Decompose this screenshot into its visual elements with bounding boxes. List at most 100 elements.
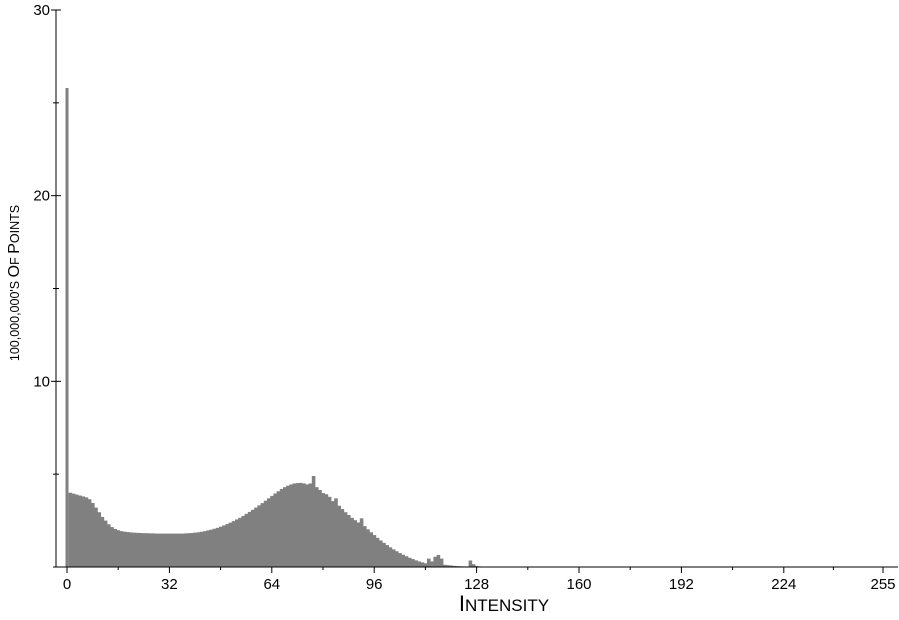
histogram-bar: [117, 530, 121, 567]
histogram-bar: [251, 510, 255, 567]
histogram-bar: [171, 534, 175, 567]
histogram-bar: [110, 527, 114, 567]
histogram-bar: [219, 527, 223, 567]
histogram-bar: [357, 522, 361, 567]
histogram-bar: [325, 494, 329, 567]
histogram-bar: [293, 483, 297, 567]
histogram-bar: [184, 533, 188, 567]
histogram-bar: [225, 524, 229, 567]
histogram-bar: [408, 558, 412, 567]
histogram-bar: [401, 555, 405, 567]
x-tick-label: 160: [566, 576, 591, 593]
histogram-bar: [315, 487, 319, 567]
x-tick-label: 32: [161, 576, 178, 593]
histogram-bar: [437, 555, 441, 567]
histogram-bar: [107, 524, 111, 567]
histogram-bar: [69, 493, 73, 567]
histogram-bar: [94, 508, 98, 567]
histogram-bar: [155, 534, 159, 567]
axis-ticks: 10 20 30 0 32 64 96 128 160 192 224 255: [33, 2, 895, 593]
histogram-bar: [299, 483, 303, 567]
histogram-bar: [334, 498, 338, 567]
histogram-bar: [88, 499, 92, 567]
histogram-bar: [174, 534, 178, 567]
histogram-bar: [283, 487, 287, 567]
histogram-bar: [248, 512, 252, 567]
histogram-bar: [129, 532, 133, 567]
histogram-bar: [417, 561, 421, 567]
x-tick-label: 64: [263, 576, 280, 593]
histogram-bar: [152, 533, 156, 567]
histogram-bar: [312, 476, 316, 567]
x-tick-label: 192: [669, 576, 694, 593]
histogram-bar: [149, 533, 153, 567]
histogram-bar: [161, 534, 165, 567]
histogram-bar: [123, 532, 127, 567]
y-tick-label: 10: [33, 373, 50, 390]
histogram-bar: [81, 496, 85, 567]
histogram-bar: [245, 514, 249, 567]
histogram-bar: [385, 545, 389, 567]
histogram-bar: [158, 534, 162, 567]
histogram-bar: [469, 561, 473, 568]
histogram-bars: [66, 88, 575, 567]
histogram-bar: [305, 484, 309, 567]
histogram-bar: [267, 498, 271, 567]
histogram-bar: [427, 559, 431, 567]
histogram-bar: [286, 486, 290, 567]
histogram-bar: [376, 538, 380, 567]
histogram-bar: [273, 493, 277, 567]
histogram-bar: [405, 556, 409, 567]
histogram-bar: [229, 523, 233, 567]
x-tick-label: 96: [366, 576, 383, 593]
histogram-bar: [206, 530, 210, 567]
histogram-bar: [241, 516, 245, 567]
axes: [56, 10, 898, 567]
histogram-bar: [318, 490, 322, 567]
histogram-bar: [430, 561, 434, 567]
histogram-bar: [213, 529, 217, 567]
histogram-bar: [177, 534, 181, 567]
histogram-bar: [414, 560, 418, 567]
histogram-bar: [264, 501, 268, 567]
histogram-bar: [331, 501, 335, 567]
histogram-bar: [168, 534, 172, 567]
histogram-bar: [341, 509, 345, 567]
histogram-bar: [238, 518, 242, 567]
histogram-bar: [216, 528, 220, 567]
histogram-bar: [113, 529, 117, 567]
histogram-bar: [411, 559, 415, 567]
x-tick-label: 224: [771, 576, 796, 593]
histogram-bar: [289, 484, 293, 567]
histogram-bar: [296, 483, 300, 567]
histogram-bar: [139, 533, 143, 567]
histogram-bar: [190, 533, 194, 567]
histogram-bar: [120, 531, 124, 567]
histogram-bar: [254, 508, 258, 567]
histogram-bar: [350, 518, 354, 567]
histogram-bar: [395, 551, 399, 567]
histogram-bar: [270, 496, 274, 567]
histogram-bar: [165, 534, 169, 567]
y-tick-label: 30: [33, 2, 50, 19]
histogram-bar: [382, 543, 386, 567]
histogram-bar: [126, 532, 130, 567]
histogram-bar: [302, 483, 306, 567]
y-tick-label: 20: [33, 188, 50, 205]
x-tick-label: 128: [464, 576, 489, 593]
histogram-bar: [261, 503, 265, 567]
histogram-bar: [337, 506, 341, 567]
histogram-bar: [91, 503, 95, 567]
histogram-bar: [440, 559, 444, 567]
histogram-bar: [85, 497, 89, 567]
histogram-bar: [181, 534, 185, 567]
histogram-bar: [421, 562, 425, 567]
histogram-bar: [389, 547, 393, 567]
histogram-bar: [133, 533, 137, 567]
histogram-bar: [424, 563, 428, 567]
histogram-bar: [257, 505, 261, 567]
histogram-bar: [433, 557, 437, 567]
histogram-bar: [66, 88, 69, 567]
histogram-bar: [235, 519, 239, 567]
x-axis-title: INTENSITY: [459, 591, 549, 616]
